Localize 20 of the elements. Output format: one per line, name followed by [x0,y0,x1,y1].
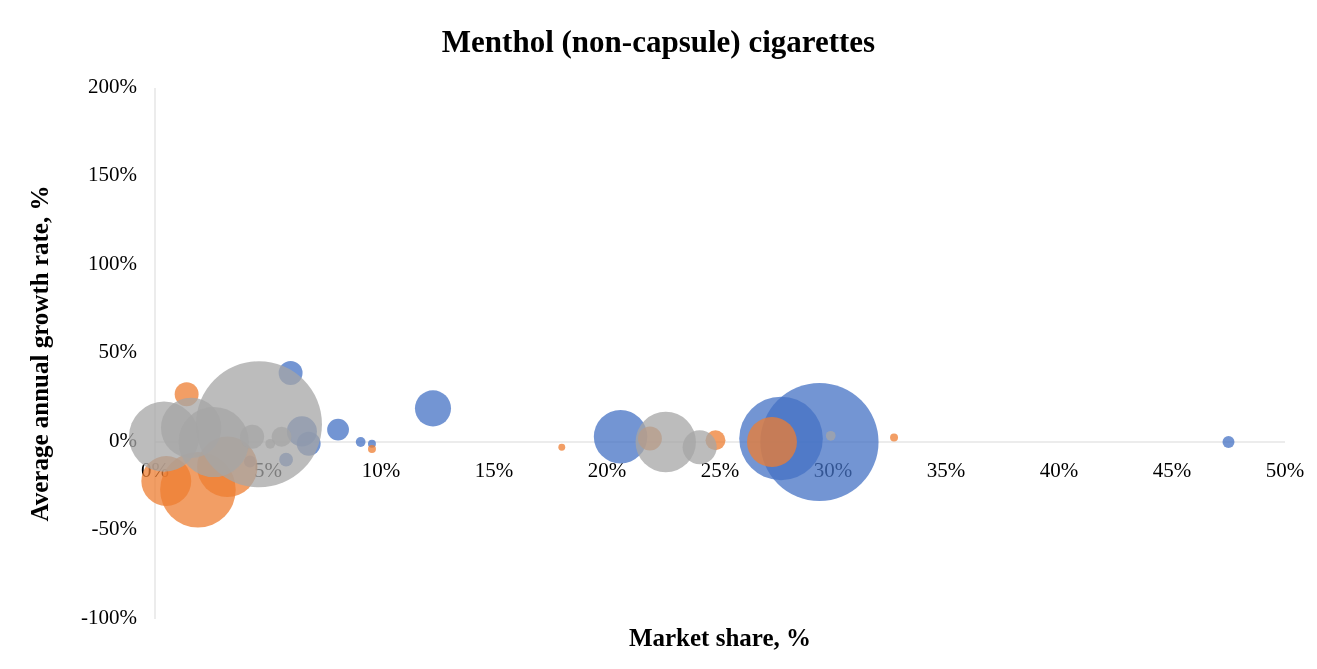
y-tick-label: 200% [88,73,137,98]
y-tick-label: -100% [81,604,137,629]
y-tick-label: 50% [98,339,137,364]
x-tick-label: 20% [587,457,627,482]
x-tick-label: 35% [926,457,966,482]
x-tick-label: 50% [1265,457,1305,482]
y-tick-label: 0% [109,427,137,452]
x-tick-label: 40% [1039,457,1079,482]
x-tick-label: 45% [1152,457,1192,482]
y-tick-label: -50% [91,516,137,541]
x-tick-label: 30% [813,457,853,482]
x-tick-label: 5% [254,457,282,482]
y-tick-label: 150% [88,162,137,187]
y-axis-title: Average annual growth rate, % [26,185,53,522]
x-axis-title: Market share, % [628,624,812,651]
x-tick-label: 25% [700,457,740,482]
x-tick-label: 15% [474,457,514,482]
chart-title: Menthol (non-capsule) cigarettes [441,24,876,59]
y-tick-label: 100% [88,250,137,275]
x-tick-label: 10% [361,457,401,482]
